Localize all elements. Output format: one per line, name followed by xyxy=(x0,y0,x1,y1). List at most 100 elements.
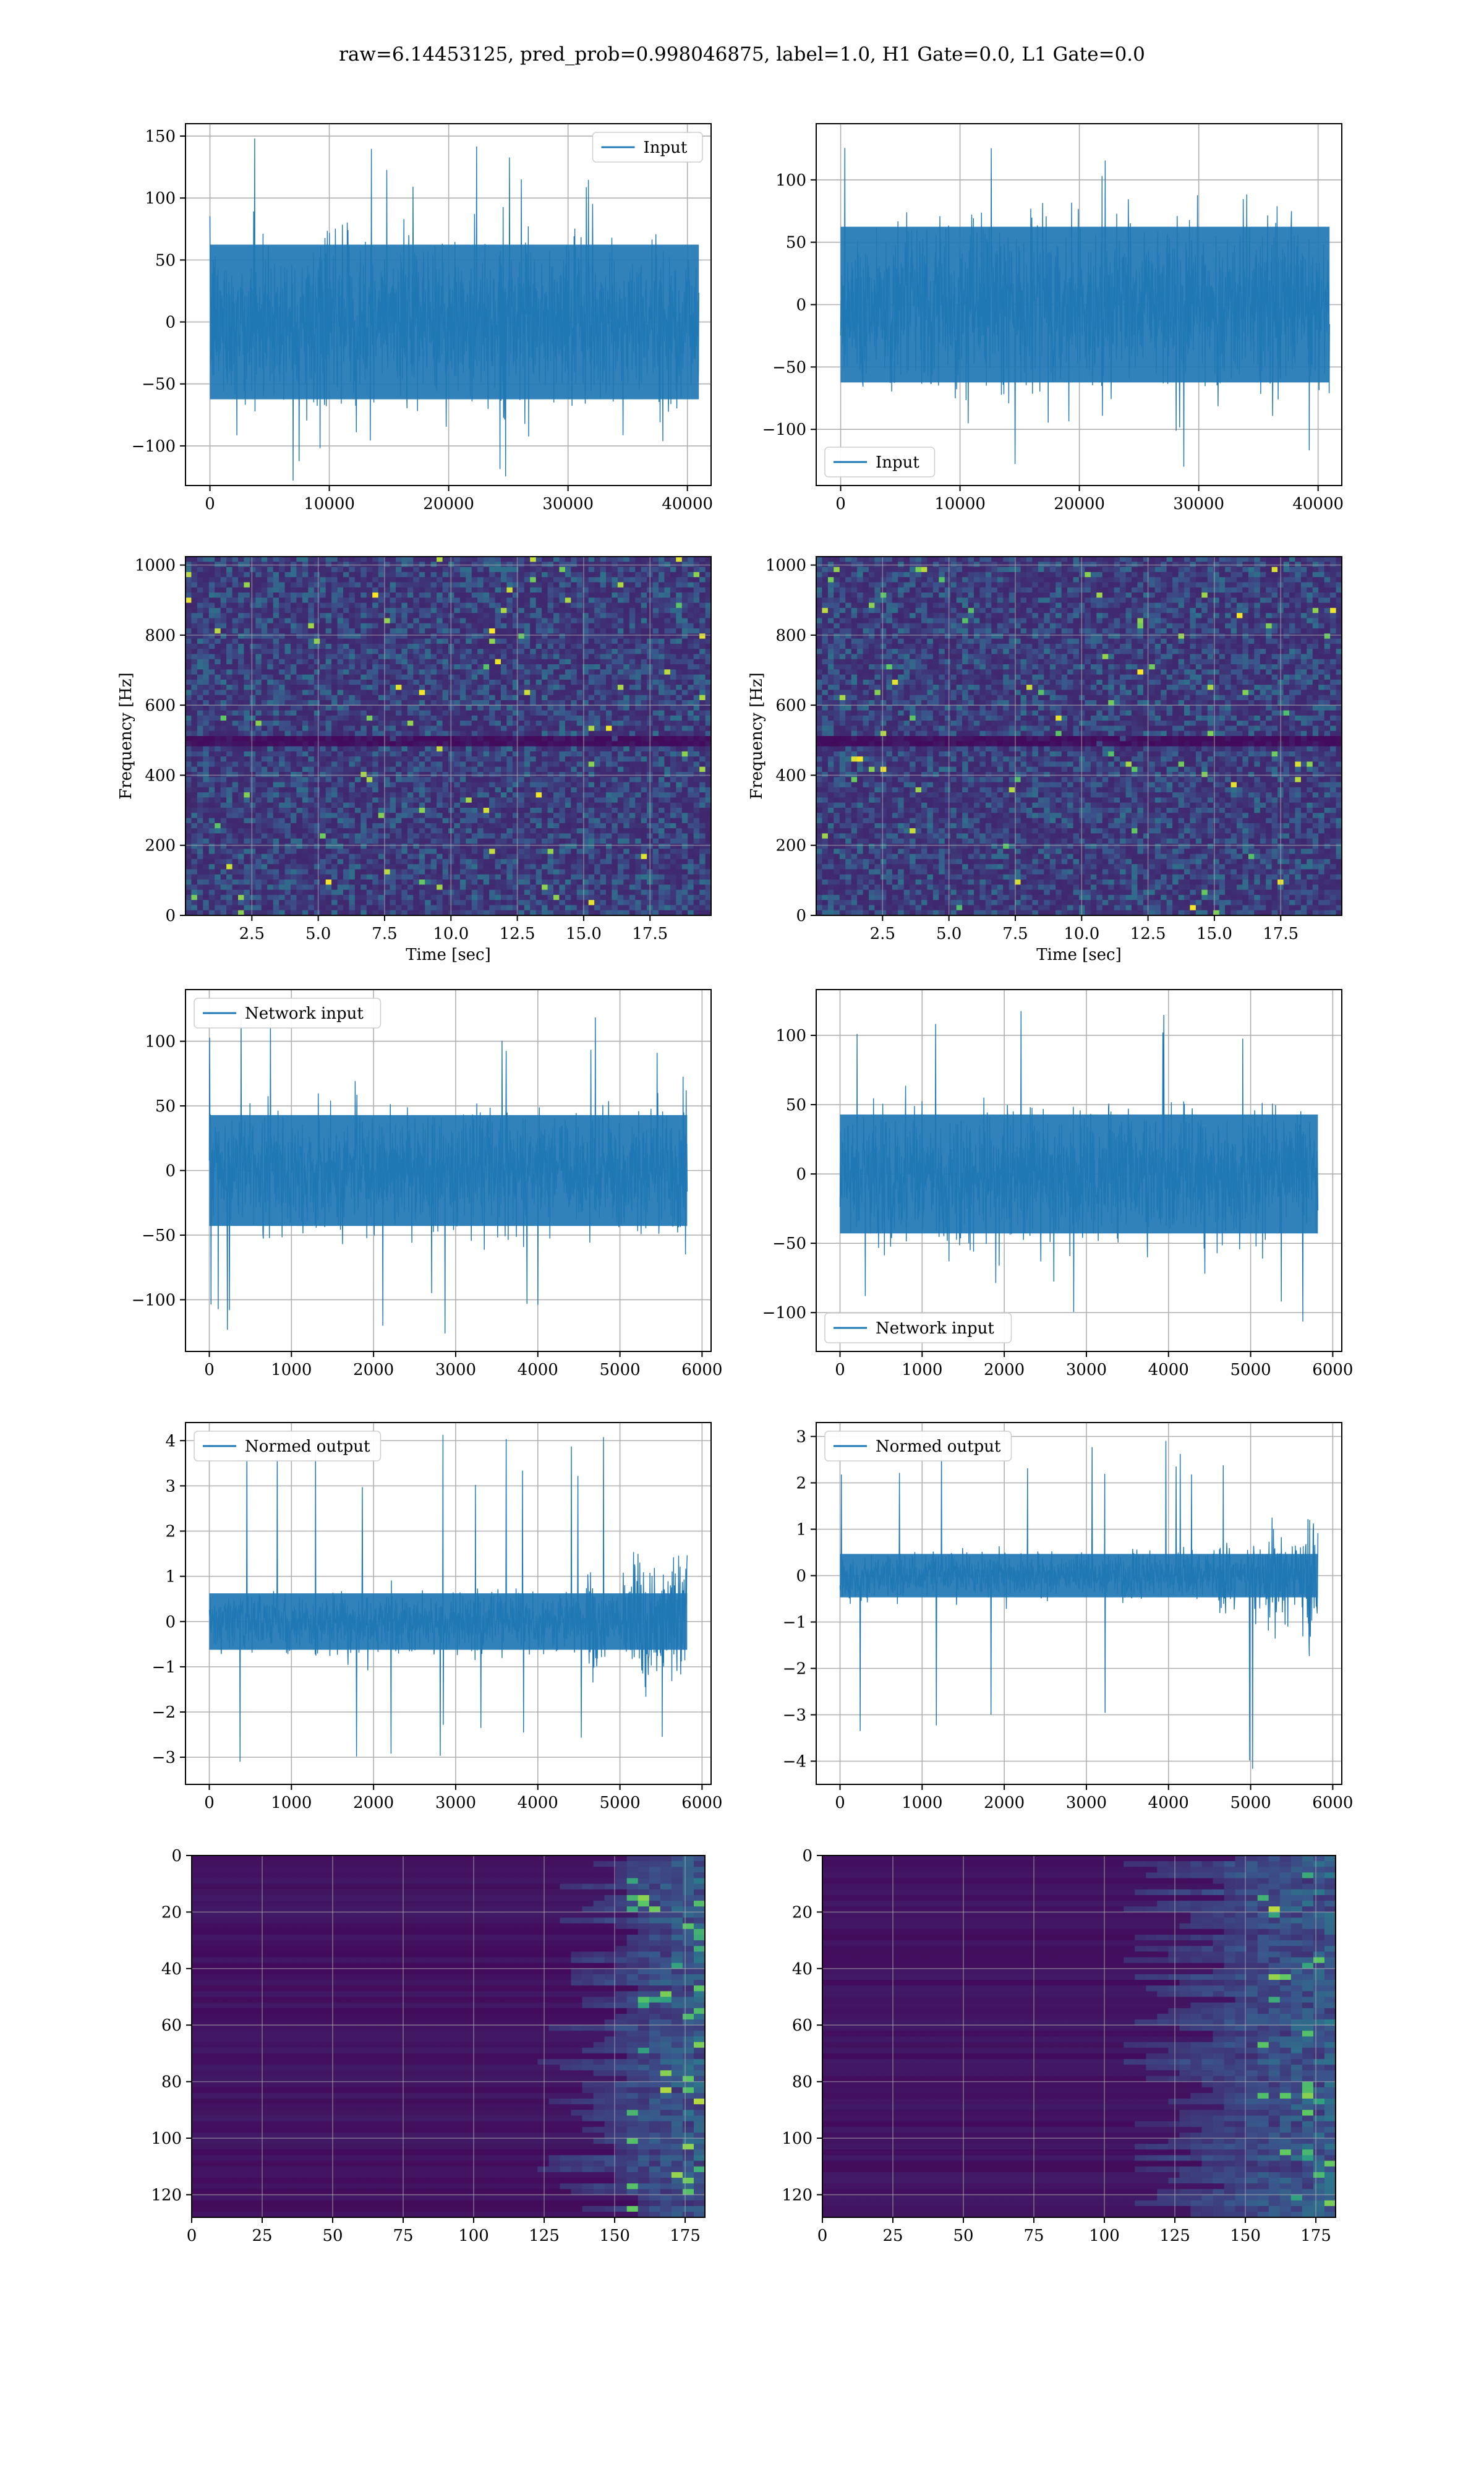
heatmap-cell xyxy=(226,695,232,701)
heatmap-cell xyxy=(209,557,215,562)
heatmap-cell xyxy=(279,854,285,860)
heatmap-cell xyxy=(407,854,414,860)
heatmap-cell xyxy=(244,690,250,695)
heatmap-cell xyxy=(367,895,373,901)
heatmap-cell xyxy=(506,797,513,803)
heatmap-cell xyxy=(355,854,361,860)
heatmap-cell xyxy=(320,711,326,716)
heatmap-cell xyxy=(571,567,577,573)
heatmap-cell xyxy=(203,895,209,901)
heatmap-cell xyxy=(209,792,215,798)
heatmap-cell xyxy=(232,797,239,803)
heatmap-cell xyxy=(186,859,192,865)
heatmap-cell xyxy=(238,659,244,665)
heatmap-cell xyxy=(331,751,338,757)
heatmap-cell xyxy=(191,649,197,654)
heatmap-cell xyxy=(431,747,437,752)
heatmap-cell xyxy=(530,741,536,747)
heatmap-cell xyxy=(536,818,542,824)
heatmap-cell xyxy=(302,839,309,844)
heatmap-cell xyxy=(314,695,320,701)
heatmap-cell xyxy=(413,588,419,593)
heatmap-cell xyxy=(244,797,250,803)
heatmap-cell xyxy=(360,654,367,659)
heatmap-cell xyxy=(355,567,361,573)
heatmap-cell xyxy=(326,562,332,567)
heatmap-cell xyxy=(495,680,501,685)
heatmap-cell xyxy=(285,756,291,762)
heatmap-cell xyxy=(419,890,425,896)
heatmap-cell xyxy=(191,716,197,721)
heatmap-cell xyxy=(553,761,560,767)
heatmap-cell xyxy=(577,664,583,670)
heatmap-cell xyxy=(349,685,355,690)
heatmap-cell xyxy=(349,582,355,588)
heatmap-cell xyxy=(524,736,531,742)
heatmap-cell xyxy=(477,726,484,731)
heatmap-cell xyxy=(326,664,332,670)
heatmap-cell xyxy=(226,654,232,659)
heatmap-cell xyxy=(524,639,531,644)
heatmap-cell xyxy=(460,844,466,849)
heatmap-cell xyxy=(355,767,361,773)
heatmap-cell xyxy=(454,731,460,737)
heatmap-cell xyxy=(477,828,484,834)
heatmap-cell xyxy=(285,659,291,665)
heatmap-cell xyxy=(484,608,490,614)
heatmap-cell xyxy=(331,803,338,808)
heatmap-cell xyxy=(273,608,279,614)
heatmap-cell xyxy=(326,875,332,880)
heatmap-cell xyxy=(250,782,256,788)
heatmap-cell xyxy=(291,736,297,742)
heatmap-cell xyxy=(221,690,227,695)
heatmap-cell xyxy=(291,567,297,573)
heatmap-cell xyxy=(425,588,431,593)
heatmap-cell xyxy=(320,603,326,609)
heatmap-cell xyxy=(565,726,571,731)
heatmap-cell xyxy=(489,716,495,721)
heatmap-cell xyxy=(501,685,507,690)
heatmap-cell xyxy=(571,659,577,665)
heatmap-cell xyxy=(390,751,396,757)
heatmap-cell xyxy=(454,880,460,885)
heatmap-cell xyxy=(472,633,478,639)
heatmap-cell xyxy=(267,905,273,910)
heatmap-cell xyxy=(279,761,285,767)
heatmap-cell xyxy=(186,823,192,829)
heatmap-cell xyxy=(215,808,221,813)
heatmap-cell xyxy=(279,751,285,757)
heatmap-cell xyxy=(390,747,396,752)
heatmap-cell xyxy=(308,690,314,695)
heatmap-cell xyxy=(495,818,501,824)
heatmap-cell xyxy=(571,767,577,773)
heatmap-cell xyxy=(209,839,215,844)
heatmap-cell xyxy=(495,669,501,675)
heatmap-cell xyxy=(425,731,431,737)
heatmap-cell xyxy=(238,669,244,675)
heatmap-cell xyxy=(372,644,378,649)
heatmap-cell xyxy=(390,685,396,690)
heatmap-cell xyxy=(314,875,320,880)
heatmap-cell xyxy=(343,639,349,644)
heatmap-cell xyxy=(460,628,466,634)
heatmap-cell xyxy=(186,695,192,701)
heatmap-cell xyxy=(320,864,326,870)
heatmap-cell xyxy=(255,880,262,885)
heatmap-cell xyxy=(495,880,501,885)
heatmap-cell xyxy=(425,628,431,634)
heatmap-cell xyxy=(401,747,407,752)
heatmap-cell xyxy=(203,747,209,752)
heatmap-cell xyxy=(425,567,431,573)
heatmap-cell xyxy=(443,597,449,603)
heatmap-cell xyxy=(401,680,407,685)
heatmap-cell xyxy=(232,900,239,905)
heatmap-cell xyxy=(536,603,542,609)
heatmap-cell xyxy=(559,803,565,808)
heatmap-cell xyxy=(396,741,402,747)
heatmap-cell xyxy=(396,680,402,685)
heatmap-cell xyxy=(378,741,385,747)
heatmap-cell xyxy=(291,756,297,762)
heatmap-cell xyxy=(536,900,542,905)
heatmap-cell xyxy=(437,664,443,670)
heatmap-cell xyxy=(466,623,472,629)
